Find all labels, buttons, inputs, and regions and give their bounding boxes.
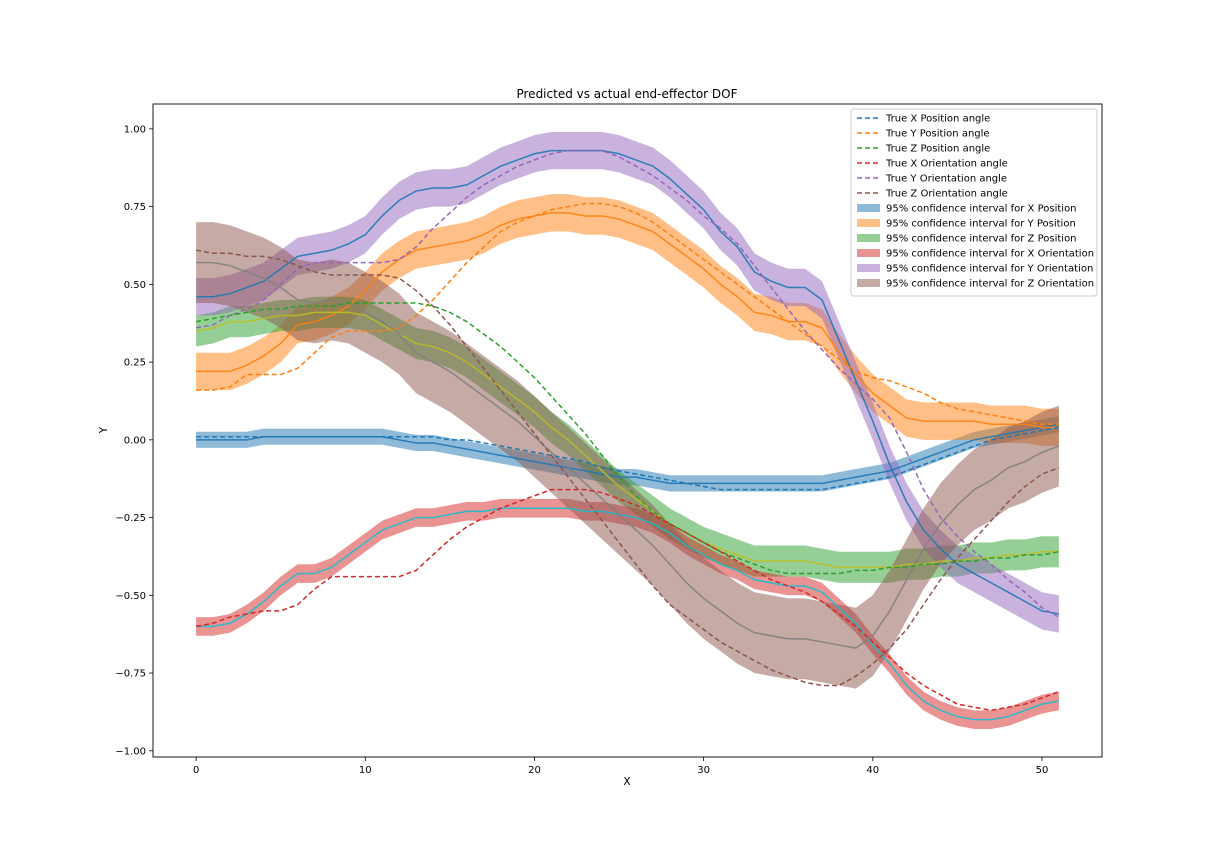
band-95-confidence-interval-for-x-position (196, 416, 1059, 492)
pred-line-95-confidence-interval-for-y-orientation (196, 149, 1059, 615)
y-tick-label: 1.00 (124, 124, 146, 135)
plot-area-frame (152, 103, 1103, 758)
y-tick-label: 0.00 (124, 435, 146, 446)
legend-label-true-z-orientation-angle: True Z Orientation angle (885, 189, 1008, 200)
legend: True X Position angle True Y Position ang… (850, 108, 1098, 297)
y-axis-ticks: −1.00 −0.75 −0.50 −0.25 0.00 0.25 0.50 0.75 1.00 (115, 124, 153, 757)
line-true-x-orientation-angle (196, 488, 1060, 712)
x-axis-ticks: 0 10 20 30 40 50 (193, 757, 1048, 776)
line-true-z-orientation-angle (196, 249, 1060, 687)
x-axis-label: X (623, 776, 630, 788)
legend-swatch-95-confidence-interval-for-x-position (857, 204, 880, 212)
x-tick-label: 50 (1036, 765, 1049, 776)
pred-line-95-confidence-interval-for-x-position (196, 423, 1059, 485)
legend-frame (850, 108, 1098, 297)
x-tick-label: 0 (193, 765, 199, 776)
legend-label-true-y-position-angle: True Y Position angle (885, 129, 990, 140)
legend-label-true-y-orientation-angle: True Y Orientation angle (885, 174, 1007, 185)
chart-title: Predicted vs actual end-effector DOF (516, 87, 737, 101)
legend-swatch-95-confidence-interval-for-z-position (857, 234, 880, 242)
y-tick-label: −1.00 (115, 746, 146, 757)
legend-label-true-x-position-angle: True X Position angle (885, 114, 990, 125)
band-95-confidence-interval-for-y-orientation (196, 131, 1059, 633)
pred-line-95-confidence-interval-for-z-orientation (196, 261, 1060, 649)
y-tick-label: −0.75 (115, 669, 146, 680)
confidence-bands (196, 131, 1059, 730)
line-true-z-position-angle (196, 302, 1059, 575)
legend-label-95-confidence-interval-for-x-position: 95% confidence interval for X Position (886, 204, 1077, 215)
legend-swatch-95-confidence-interval-for-y-position (857, 219, 880, 227)
line-true-y-position-angle (196, 202, 1059, 426)
x-tick-label: 40 (866, 765, 879, 776)
y-tick-label: −0.25 (115, 513, 146, 524)
pred-line-95-confidence-interval-for-x-orientation (196, 507, 1059, 721)
legend-label-95-confidence-interval-for-x-orientation: 95% confidence interval for X Orientatio… (886, 249, 1094, 260)
y-tick-label: −0.50 (115, 591, 146, 602)
legend-swatch-95-confidence-interval-for-y-orientation (857, 264, 880, 272)
band-95-confidence-interval-for-y-position (196, 194, 1059, 447)
true-lines (196, 149, 1060, 712)
legend-label-95-confidence-interval-for-z-position: 95% confidence interval for Z Position (886, 234, 1077, 245)
pred-line-95-confidence-interval-for-y-position (196, 212, 1059, 429)
line-true-y-orientation-angle (196, 149, 1060, 618)
y-tick-label: 0.50 (124, 280, 146, 291)
x-tick-label: 20 (528, 765, 541, 776)
x-tick-label: 30 (697, 765, 710, 776)
legend-label-95-confidence-interval-for-y-position: 95% confidence interval for Y Position (886, 219, 1076, 230)
legend-swatch-95-confidence-interval-for-x-orientation (857, 249, 880, 257)
y-tick-label: 0.25 (124, 358, 146, 369)
x-tick-label: 10 (359, 765, 372, 776)
y-axis-label: Y (98, 426, 110, 434)
legend-label-true-z-position-angle: True Z Position angle (885, 144, 990, 155)
line-true-x-position-angle (196, 426, 1059, 491)
legend-label-95-confidence-interval-for-z-orientation: 95% confidence interval for Z Orientatio… (886, 279, 1094, 290)
band-95-confidence-interval-for-z-orientation (196, 222, 1059, 689)
legend-label-true-x-orientation-angle: True X Orientation angle (885, 159, 1008, 170)
predicted-lines (196, 149, 1060, 721)
legend-swatch-95-confidence-interval-for-z-orientation (857, 279, 880, 287)
legend-label-95-confidence-interval-for-y-orientation: 95% confidence interval for Y Orientatio… (886, 264, 1093, 275)
y-tick-label: 0.75 (124, 202, 146, 213)
